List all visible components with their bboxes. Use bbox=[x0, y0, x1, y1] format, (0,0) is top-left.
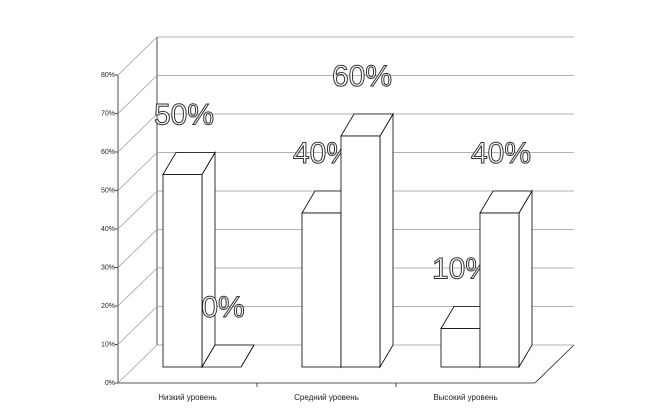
bar-top bbox=[201, 344, 255, 368]
y-tick-label: 10% bbox=[101, 341, 115, 348]
grid-line bbox=[117, 75, 158, 114]
x-tick-label: Высокий уровень bbox=[433, 393, 497, 402]
y-tick-label: 20% bbox=[101, 303, 115, 310]
grid-line bbox=[117, 36, 158, 76]
data-label: 0% bbox=[201, 291, 244, 324]
data-label: 40% bbox=[471, 137, 531, 170]
bar bbox=[440, 328, 481, 368]
x-tick-label: Низкий уровень bbox=[158, 393, 217, 402]
y-tick-label: 50% bbox=[101, 187, 115, 194]
grid-line bbox=[117, 190, 158, 230]
floor-edge bbox=[534, 344, 575, 384]
bar-side bbox=[201, 151, 216, 369]
y-tick-label: 60% bbox=[101, 149, 115, 156]
grid-line bbox=[117, 152, 158, 191]
bar bbox=[340, 135, 381, 368]
bar bbox=[479, 212, 520, 368]
grid-line bbox=[117, 229, 158, 268]
y-tick-label: 70% bbox=[101, 110, 115, 117]
bar-side bbox=[379, 112, 394, 369]
y-tick-label: 40% bbox=[101, 226, 115, 233]
y-tick-label: 0% bbox=[105, 380, 115, 387]
grid-line bbox=[117, 267, 158, 307]
data-label: 50% bbox=[154, 98, 214, 131]
y-tick-label: 80% bbox=[101, 72, 115, 79]
data-label: 60% bbox=[332, 60, 392, 93]
bar-side bbox=[518, 189, 533, 369]
grid-line bbox=[117, 306, 158, 345]
grid-line bbox=[117, 344, 158, 384]
bar bbox=[162, 174, 203, 368]
x-tick-label: Средний уровень bbox=[294, 393, 359, 402]
bar bbox=[301, 212, 342, 368]
y-tick-label: 30% bbox=[101, 264, 115, 271]
grid-line bbox=[117, 113, 158, 153]
